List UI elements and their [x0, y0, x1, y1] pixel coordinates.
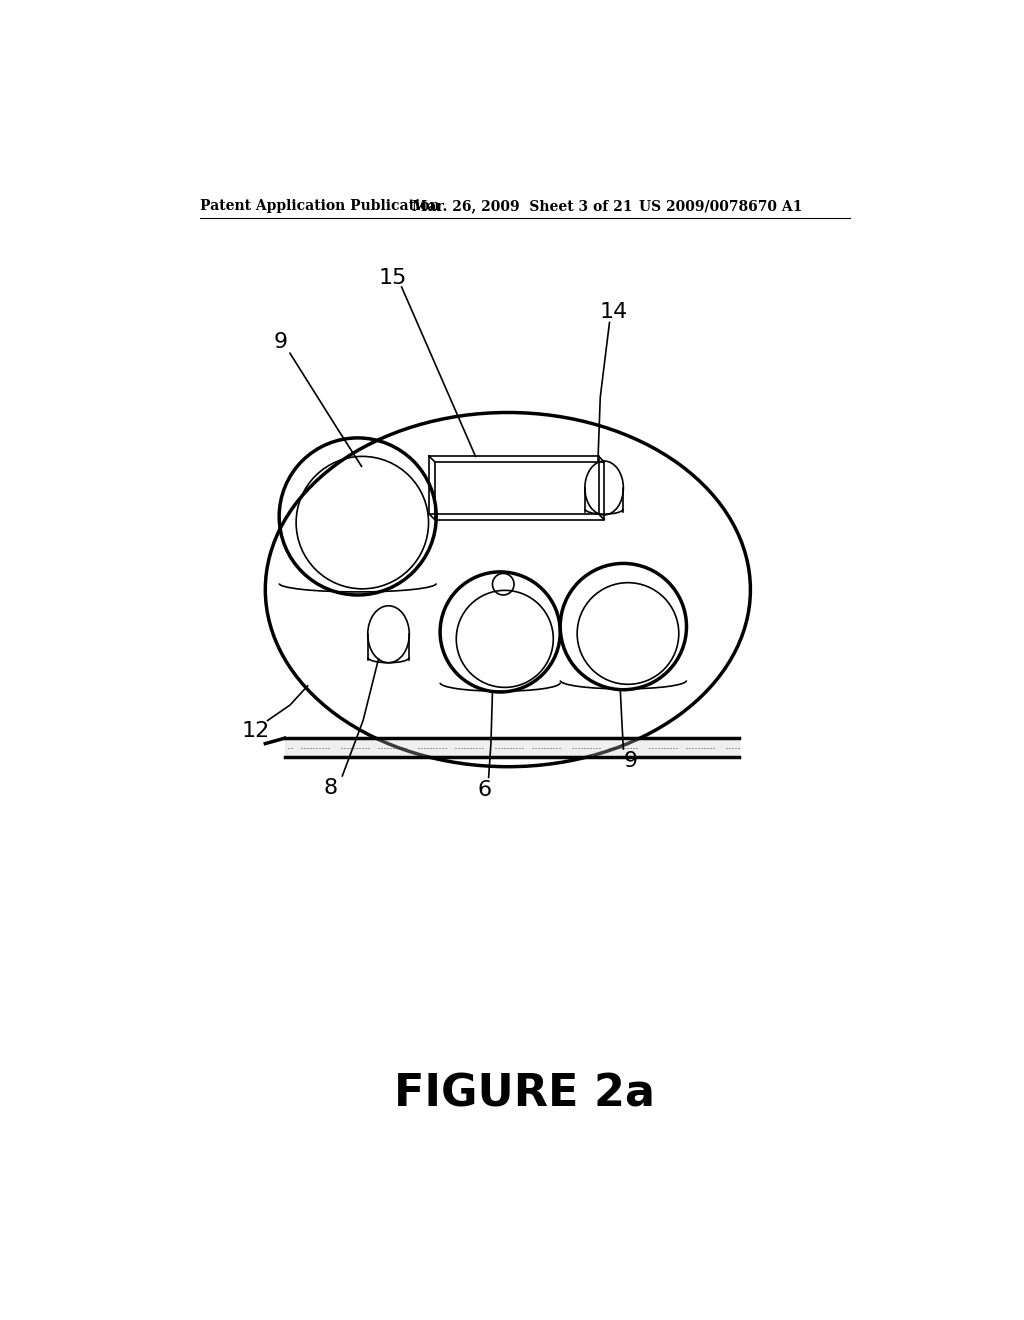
Text: 9: 9 [624, 751, 638, 771]
Text: US 2009/0078670 A1: US 2009/0078670 A1 [639, 199, 802, 213]
Text: 8: 8 [324, 779, 338, 799]
Text: 6: 6 [478, 780, 492, 800]
Text: 9: 9 [273, 331, 288, 351]
Text: 15: 15 [378, 268, 407, 288]
Text: FIGURE 2a: FIGURE 2a [394, 1072, 655, 1115]
Text: 12: 12 [242, 721, 270, 742]
Text: Mar. 26, 2009  Sheet 3 of 21: Mar. 26, 2009 Sheet 3 of 21 [412, 199, 632, 213]
Text: Patent Application Publication: Patent Application Publication [200, 199, 439, 213]
Text: 14: 14 [600, 302, 629, 322]
